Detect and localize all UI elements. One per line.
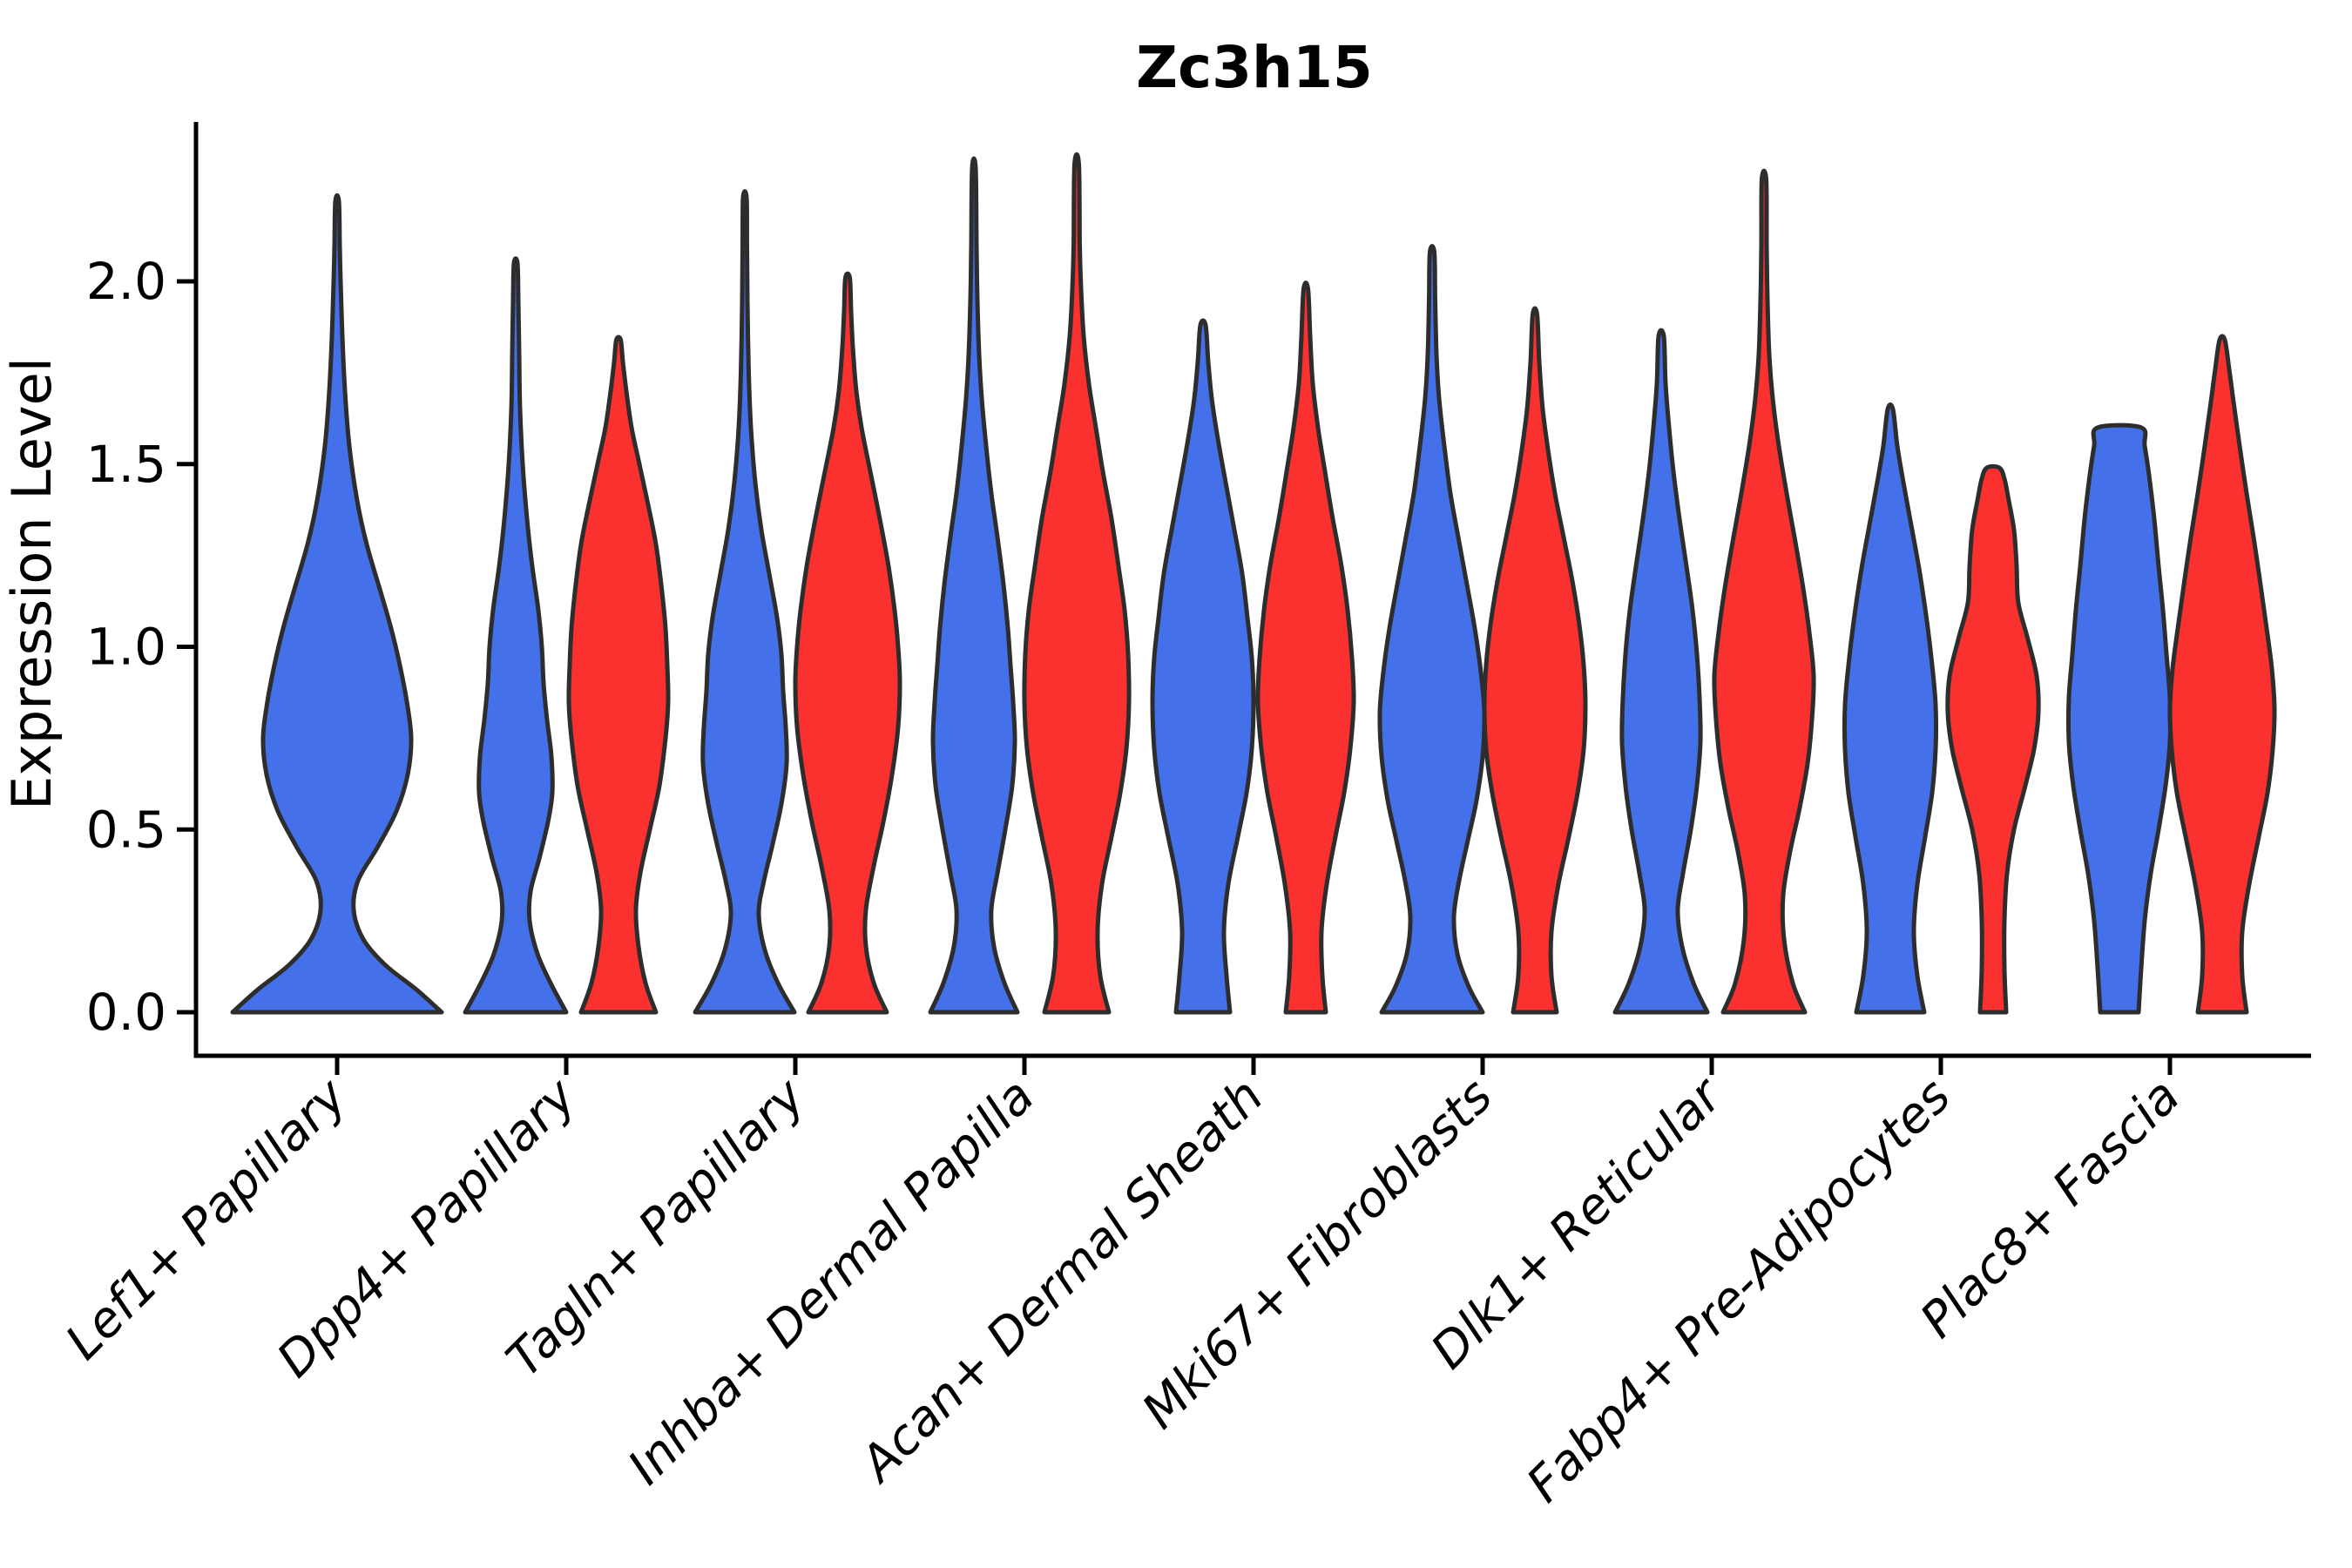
violin-tagln-blue [693, 189, 797, 1015]
y-tick-label: 1.5 [86, 435, 166, 494]
y-tick-label: 0.0 [86, 983, 166, 1042]
violin-acan-red [1255, 280, 1356, 1015]
x-tick-label: Inhba+ Dermal Papilla [618, 1068, 1045, 1496]
violin-plac8-red [2167, 334, 2277, 1015]
violin-mki67-red [1482, 306, 1588, 1015]
y-tick-label: 0.5 [86, 800, 166, 859]
violin-acan-blue [1150, 318, 1256, 1015]
violin-plac8-blue [2065, 422, 2173, 1015]
x-tick-label: Fabp4+ Pre-Adipocytes [1517, 1068, 1962, 1513]
violin-mki67-blue [1377, 244, 1487, 1015]
x-tick-label: Acan+ Dermal Sheath [848, 1068, 1274, 1494]
violin-fabp4-red [1945, 463, 2041, 1015]
violins-layer [230, 152, 2277, 1015]
y-axis-label: Expression Level [0, 357, 64, 810]
y-tick-label: 1.0 [86, 618, 166, 677]
violin-dpp4-red [566, 335, 671, 1015]
y-tick-labels: 0.0 0.5 1.0 1.5 2.0 [86, 252, 166, 1042]
violin-dpp4-blue [463, 256, 569, 1015]
chart-title: Zc3h15 [1136, 34, 1373, 101]
violin-lef1-blue [230, 193, 444, 1015]
violin-inhba-red [1022, 152, 1132, 1015]
violin-dlk1-red [1712, 168, 1816, 1015]
y-tick-label: 2.0 [86, 252, 166, 311]
violin-dlk1-blue [1612, 328, 1710, 1015]
violin-inhba-blue [928, 156, 1020, 1015]
axes-layer [177, 122, 2311, 1075]
violin-tagln-red [793, 271, 902, 1015]
violin-fabp4-blue [1842, 402, 1939, 1015]
